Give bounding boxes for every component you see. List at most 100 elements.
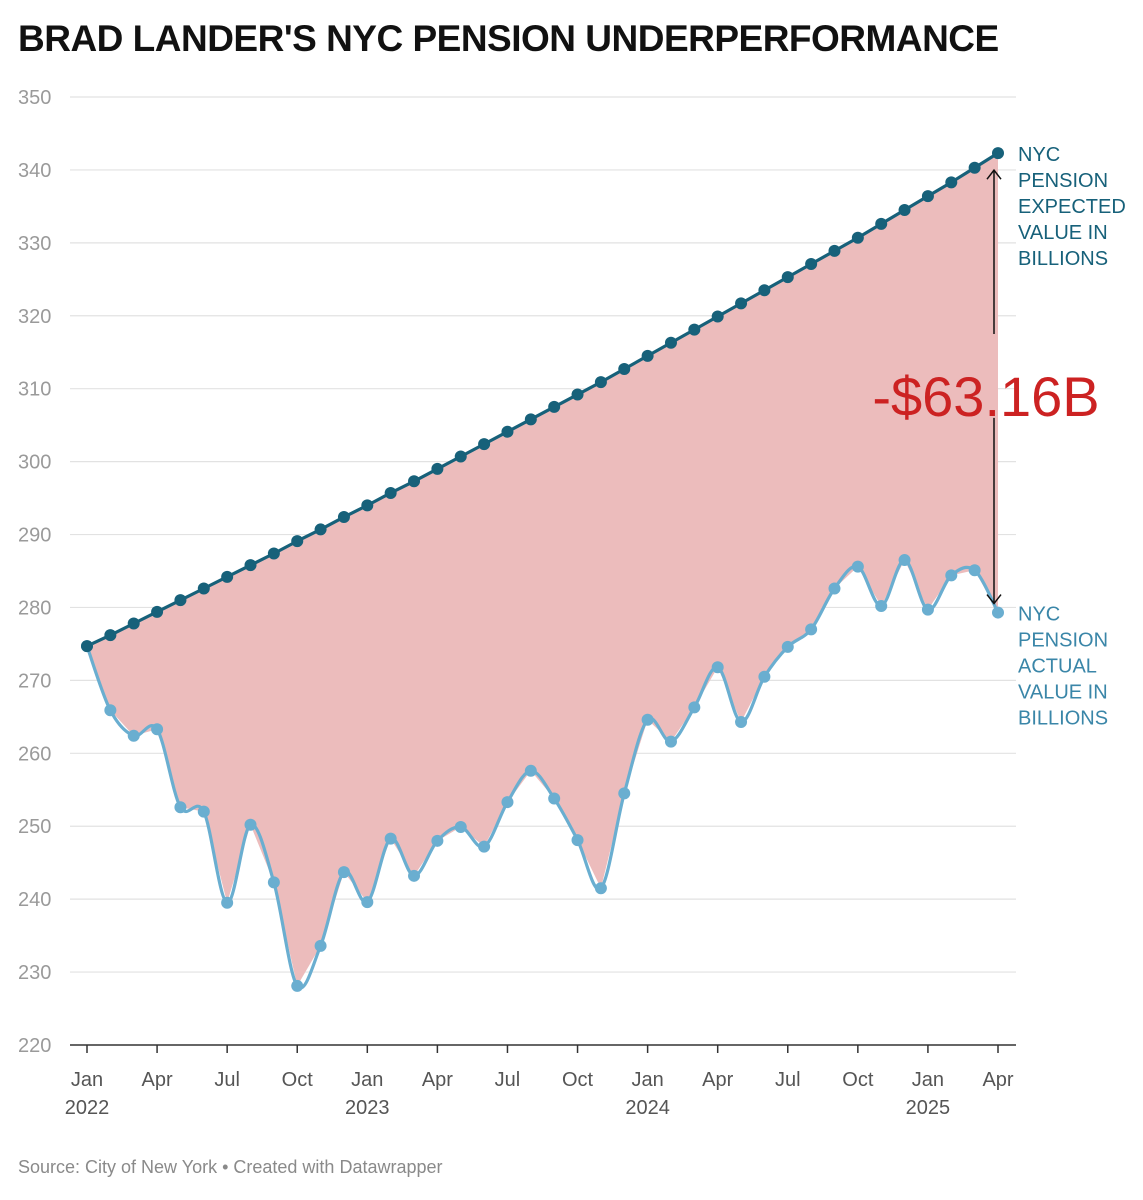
x-tick-label: Oct [562, 1069, 594, 1091]
expected-value-point [688, 323, 701, 336]
gap-value-label: -$63.16B [872, 365, 1099, 428]
actual-value-point [688, 701, 701, 714]
x-tick-label: Jan [71, 1069, 103, 1091]
actual-value-point [945, 569, 958, 582]
gap-area [87, 153, 998, 986]
actual-value-point [104, 704, 117, 717]
actual-value-point [735, 715, 748, 728]
actual-value-point [337, 866, 350, 879]
actual-value-point [501, 796, 514, 809]
expected-value-point [151, 605, 164, 618]
expected-value-point [992, 147, 1004, 160]
series-points [81, 147, 1004, 992]
actual-value-point [851, 560, 864, 573]
actual-value-point [314, 939, 327, 952]
expected-value-point [314, 523, 327, 536]
chart-title: BRAD LANDER'S NYC PENSION UNDERPERFORMAN… [18, 18, 999, 59]
actual-value-point [548, 792, 561, 805]
actual-value-point [571, 834, 584, 847]
actual-value-point [244, 818, 257, 831]
actual-value-point [291, 979, 304, 992]
expected-value-point [851, 231, 864, 244]
expected-value-point [548, 400, 561, 413]
x-tick-label: Jul [775, 1069, 801, 1091]
y-tick-label: 230 [18, 962, 51, 984]
actual-value-point [408, 869, 421, 882]
expected-value-point [921, 190, 934, 203]
actual-value-point [594, 882, 607, 895]
expected-value-point [945, 176, 958, 189]
expected-value-point [291, 535, 304, 548]
expected-value-point [127, 617, 140, 630]
actual-series-label: NYC PENSION ACTUAL VALUE IN BILLIONS [1018, 604, 1108, 730]
actual-value-point [221, 896, 234, 909]
actual-value-point [431, 834, 444, 847]
y-tick-label: 340 [18, 160, 51, 182]
expected-value-point [361, 499, 374, 512]
x-tick-label: Oct [842, 1069, 874, 1091]
actual-value-point [875, 600, 888, 613]
y-tick-label: 350 [18, 87, 51, 109]
actual-value-point [781, 640, 794, 653]
actual-value-point [992, 606, 1004, 619]
y-tick-label: 310 [18, 379, 51, 401]
actual-value-point [174, 801, 187, 814]
actual-value-point [968, 564, 981, 577]
x-tick-label: Oct [282, 1069, 314, 1091]
expected-value-point [618, 363, 631, 376]
expected-value-point [781, 271, 794, 284]
actual-value-point [828, 582, 841, 595]
expected-value-point [968, 161, 981, 174]
expected-value-point [174, 594, 187, 607]
y-tick-label: 250 [18, 816, 51, 838]
x-tick-label: Apr [142, 1069, 173, 1091]
actual-value-point [641, 713, 654, 726]
x-tick-label: Jan [912, 1069, 944, 1091]
source-note: Source: City of New York • Created with … [18, 1157, 443, 1177]
expected-value-point [244, 559, 257, 572]
x-tick-label: Jan [631, 1069, 663, 1091]
x-tick-year-label: 2025 [906, 1097, 951, 1119]
x-tick-label: Apr [702, 1069, 733, 1091]
expected-value-point [571, 388, 584, 401]
x-tick-label: Jul [495, 1069, 521, 1091]
y-tick-label: 220 [18, 1035, 51, 1057]
x-tick-year-label: 2023 [345, 1097, 390, 1119]
actual-value-point [898, 554, 911, 567]
y-tick-label: 320 [18, 306, 51, 328]
gap-arrowhead-up [986, 168, 1002, 180]
expected-value-point [384, 486, 397, 499]
expected-value-point [758, 284, 771, 297]
expected-value-point [431, 462, 444, 475]
actual-value-point [478, 840, 491, 853]
expected-value-point [337, 511, 350, 524]
expected-value-point [664, 336, 677, 349]
actual-value-point [454, 820, 467, 833]
actual-value-point [267, 876, 280, 889]
expected-value-point [735, 297, 748, 310]
actual-value-point [384, 832, 397, 845]
expected-value-point [501, 425, 514, 438]
actual-value-point [921, 603, 934, 616]
actual-value-point [711, 661, 724, 674]
expected-value-point [197, 582, 210, 595]
actual-value-point [127, 729, 140, 742]
actual-value-point [361, 896, 374, 909]
expected-value-point [454, 450, 467, 463]
expected-value-point [478, 438, 491, 451]
x-tick-year-label: 2024 [625, 1097, 670, 1119]
x-tick-label: Jan [351, 1069, 383, 1091]
y-tick-label: 260 [18, 743, 51, 765]
actual-value-point [197, 805, 210, 818]
expected-value-point [221, 570, 234, 583]
y-axis: 220 230 240 250 260 270 280 290 300 310 320 330 340 3… [18, 87, 51, 1057]
y-tick-label: 240 [18, 889, 51, 911]
expected-value-line [86, 151, 999, 648]
expected-value-point [875, 217, 888, 230]
gap-fill [87, 153, 998, 986]
expected-value-point [524, 413, 537, 426]
actual-value-point [758, 670, 771, 683]
y-tick-label: 330 [18, 233, 51, 255]
x-tick-year-label: 2022 [65, 1097, 110, 1119]
